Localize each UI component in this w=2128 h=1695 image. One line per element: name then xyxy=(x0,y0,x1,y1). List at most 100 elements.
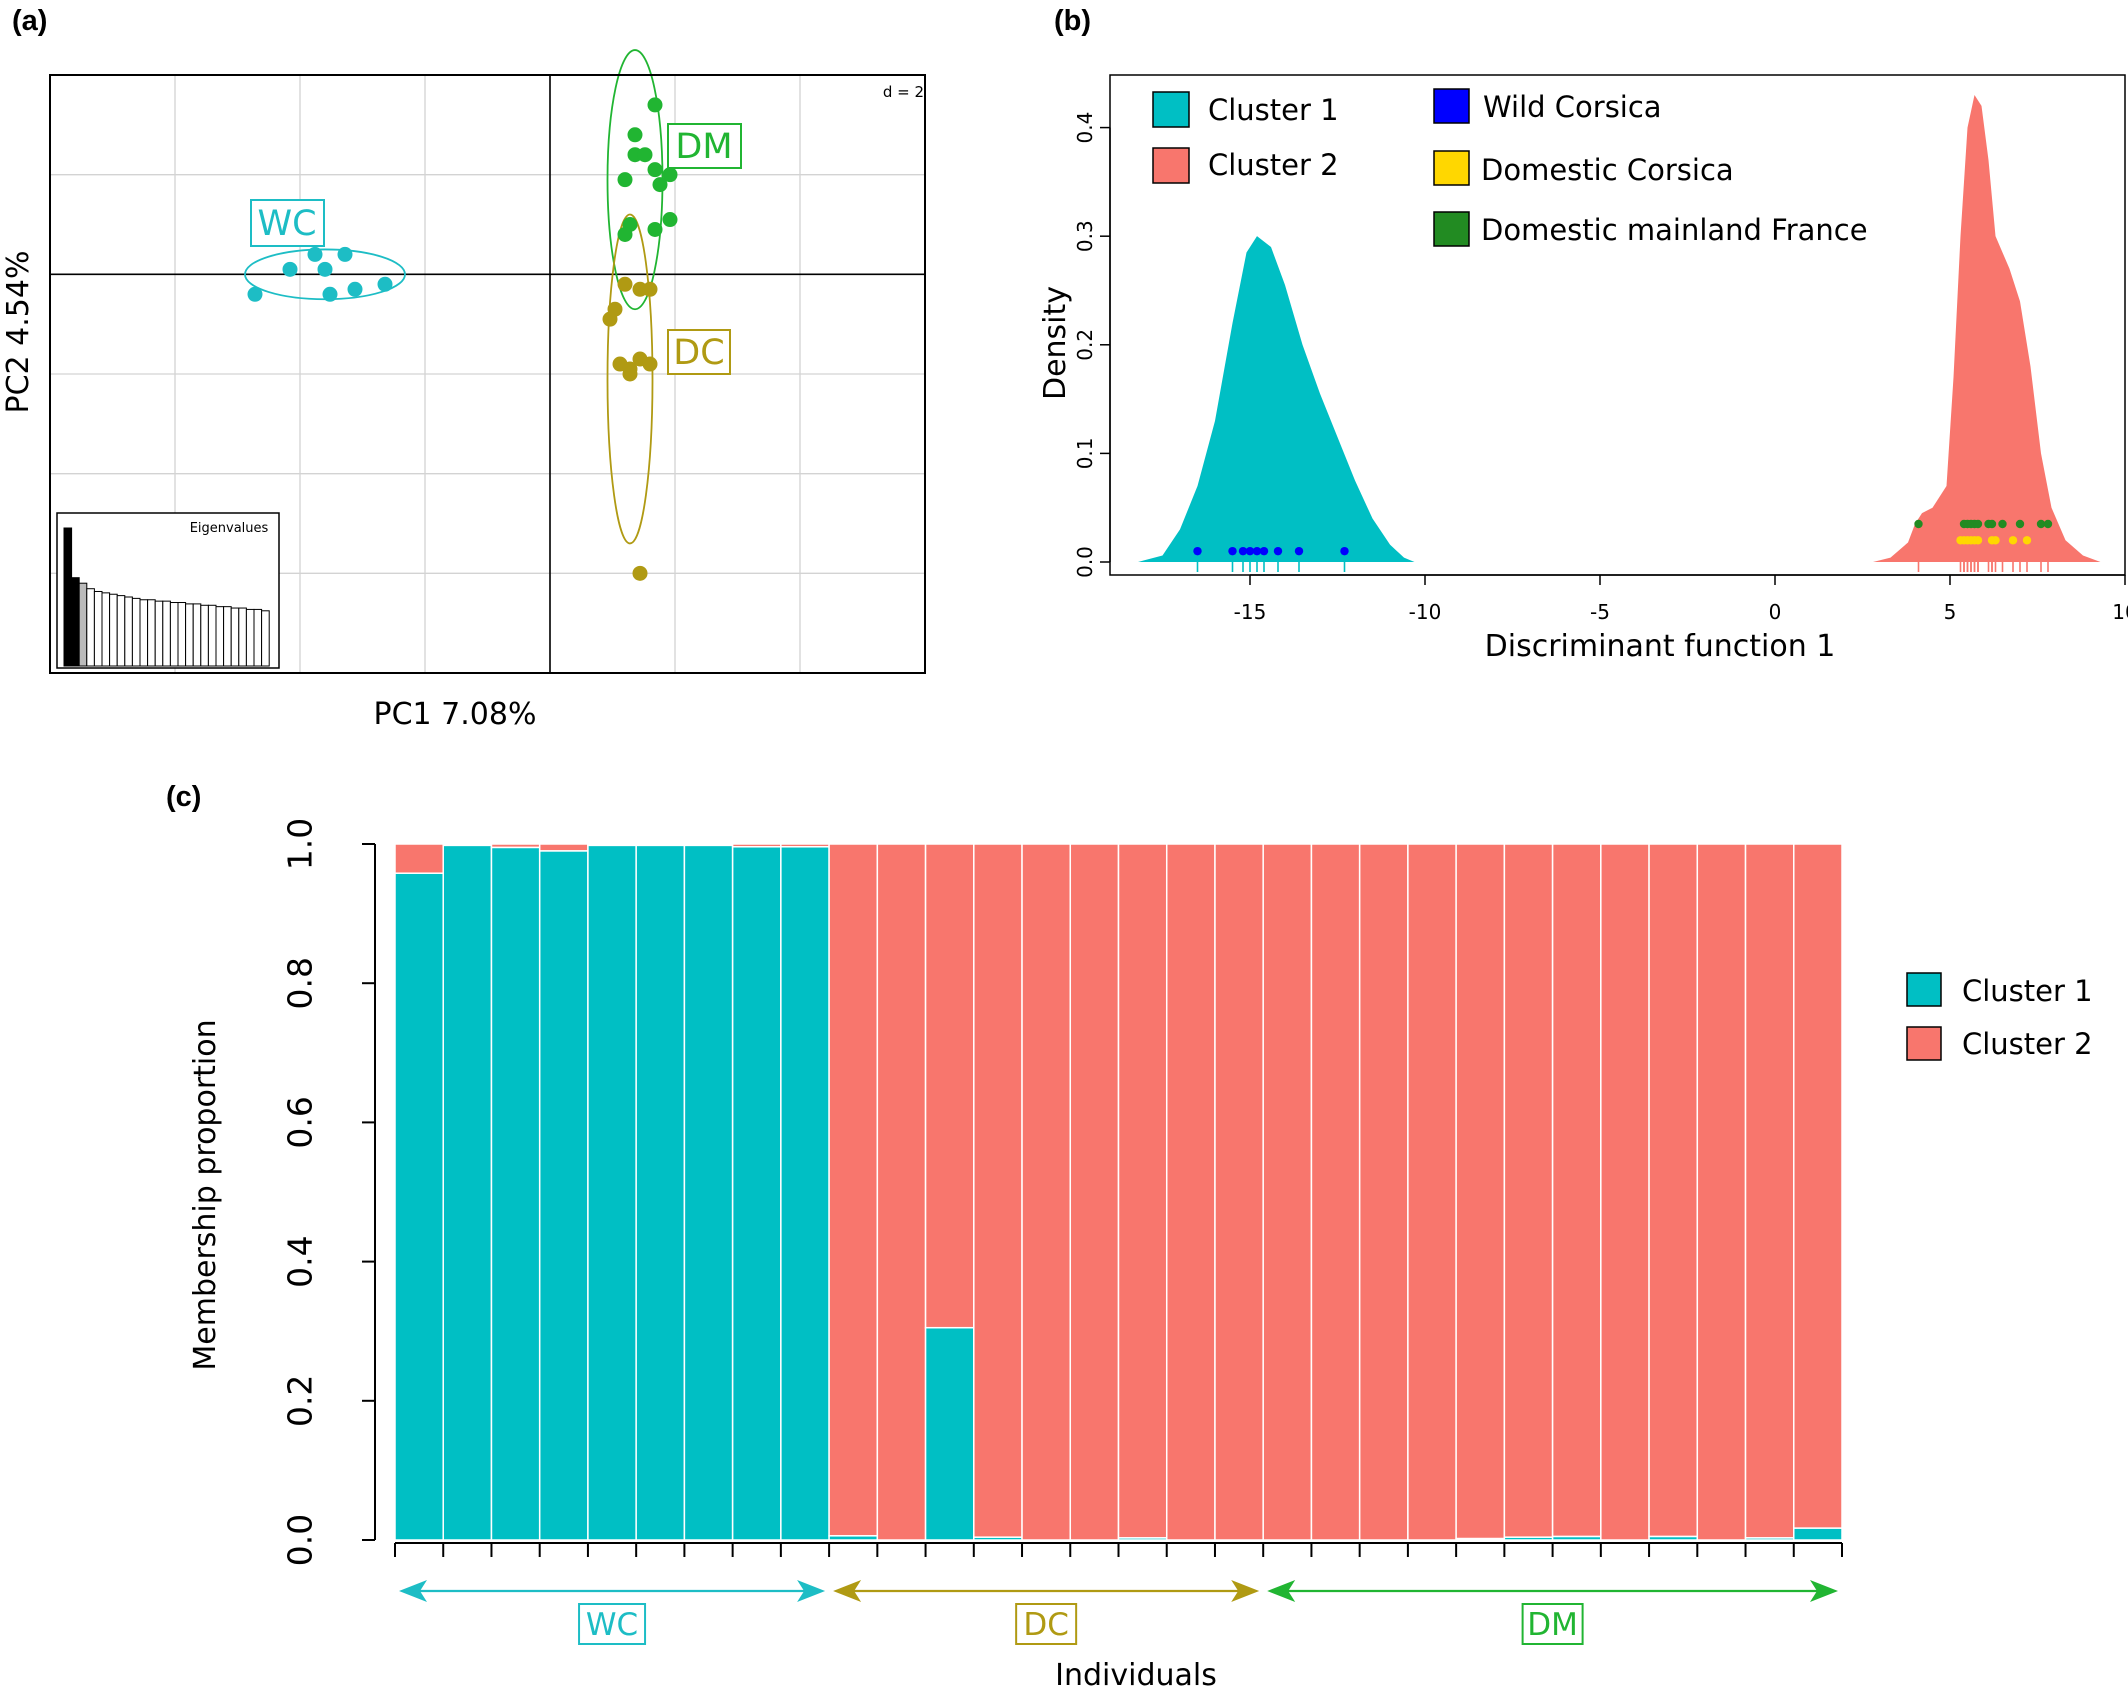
bar-cluster-1 xyxy=(828,1535,879,1541)
membership-group-arrows: WC DC DM xyxy=(399,1580,1838,1645)
eigenvalue-bar xyxy=(192,603,202,667)
legend-label-cluster-1-c: Cluster 1 xyxy=(1962,974,2093,1008)
point-wc xyxy=(347,281,363,297)
eigenvalue-bars xyxy=(63,527,270,667)
eigenvalue-bar xyxy=(147,599,156,667)
bar-cluster-2 xyxy=(1503,843,1554,1538)
point-domestic-mainland-france xyxy=(2043,519,2053,529)
eigenvalue-bar xyxy=(261,610,270,667)
dm-label-box xyxy=(667,123,742,169)
eigenvalue-bar xyxy=(131,597,141,667)
bar-cluster-1 xyxy=(780,846,830,1541)
point-wild-corsica xyxy=(1193,546,1202,556)
bar-cluster-2 xyxy=(828,843,879,1537)
density-y-axis: 0.0 0.1 0.2 0.3 0.4 xyxy=(1073,112,1111,578)
eigenvalue-bar xyxy=(109,593,118,667)
bar-cluster-1 xyxy=(1793,1527,1843,1541)
y-tick-label: 0.4 xyxy=(1073,112,1097,144)
bar-cluster-2 xyxy=(1358,843,1409,1541)
eigenvalue-bar xyxy=(185,603,194,667)
density-cluster-2 xyxy=(1873,95,2101,562)
density-points xyxy=(1193,519,2053,556)
eigenvalue-bar xyxy=(238,607,247,667)
eigenvalue-bar xyxy=(86,588,95,667)
bar-cluster-1 xyxy=(1648,1535,1699,1541)
point-domestic-corsica xyxy=(1991,536,2000,545)
point-domestic-corsica xyxy=(1973,536,1983,545)
group-label-wc: WC xyxy=(586,1607,638,1643)
ellipse-dc xyxy=(606,213,654,545)
density-x-axis-label: Discriminant function 1 xyxy=(1485,629,1836,664)
y-tick-label: 1.0 xyxy=(281,818,320,870)
density-curves xyxy=(1138,95,2101,563)
density-legend: Cluster 1 Cluster 2 Wild Corsica Domesti… xyxy=(1152,88,1868,247)
eigenvalue-bar xyxy=(154,600,164,667)
point-dm xyxy=(662,167,678,183)
bar-cluster-1 xyxy=(973,1536,1023,1541)
pca-scale-note: d = 2 xyxy=(883,83,924,101)
y-tick-label: 0.3 xyxy=(1073,220,1097,252)
y-tick-label: 0.6 xyxy=(281,1096,320,1148)
bar-cluster-2 xyxy=(1165,843,1216,1541)
point-dm xyxy=(637,147,653,163)
bar-cluster-1 xyxy=(538,850,589,1541)
point-domestic-mainland-france xyxy=(2015,519,2025,529)
eigenvalue-bar xyxy=(245,608,255,667)
bar-cluster-1 xyxy=(587,844,637,1541)
bar-cluster-1 xyxy=(394,872,444,1541)
bar-cluster-2 xyxy=(1117,843,1168,1539)
bar-cluster-2 xyxy=(1407,843,1457,1541)
pca-y-axis-label: PC2 4.54% xyxy=(1,251,36,414)
bar-cluster-1 xyxy=(1744,1537,1795,1541)
eigenvalue-bar xyxy=(101,592,111,667)
group-arrowhead-left-dm xyxy=(1267,1580,1296,1602)
x-tick-label: 0 xyxy=(1769,600,1782,624)
legend-label-cluster-1: Cluster 1 xyxy=(1208,93,1339,127)
x-tick-label: 5 xyxy=(1944,600,1957,624)
point-dc xyxy=(642,356,658,372)
density-x-axis: -15 -10 -5 0 5 10 xyxy=(1234,574,2128,624)
point-dm xyxy=(617,172,633,188)
eigenvalues-inset: Eigenvalues xyxy=(56,512,280,669)
membership-y-axis: 0.0 0.2 0.4 0.6 0.8 1.0 xyxy=(281,818,376,1566)
bar-cluster-2 xyxy=(1310,843,1361,1541)
bar-cluster-1 xyxy=(924,1326,975,1541)
legend-swatch-cluster-2 xyxy=(1152,147,1190,184)
density-rug-marks xyxy=(1196,562,2049,572)
bar-cluster-1 xyxy=(683,844,734,1541)
group-label-dm: DM xyxy=(1527,1607,1578,1643)
bar-cluster-1 xyxy=(1117,1537,1168,1541)
bar-cluster-2 xyxy=(973,843,1023,1538)
panel-a-label: (a) xyxy=(12,5,47,37)
dm-label-text: DM xyxy=(675,127,732,167)
ellipse-dm xyxy=(606,49,664,311)
point-dm xyxy=(652,177,668,193)
bar-cluster-1 xyxy=(731,846,782,1541)
point-wild-corsica xyxy=(1340,546,1349,556)
eigenvalue-bar xyxy=(230,607,240,667)
bar-cluster-2 xyxy=(1600,843,1650,1541)
bar-cluster-2 xyxy=(394,843,444,874)
eigenvalue-bar xyxy=(207,604,217,667)
x-tick-label: -5 xyxy=(1590,600,1610,624)
x-tick-label: -10 xyxy=(1409,600,1442,624)
legend-swatch-cluster-1-c xyxy=(1906,972,1942,1007)
point-domestic-mainland-france xyxy=(1998,519,2007,529)
dc-label-text: DC xyxy=(673,333,724,373)
pca-plot-frame xyxy=(49,74,926,674)
point-wild-corsica xyxy=(1238,546,1248,556)
group-label-box-dc xyxy=(1015,1603,1078,1645)
legend-label-wild-corsica: Wild Corsica xyxy=(1483,90,1662,124)
point-dm xyxy=(647,221,663,237)
bar-cluster-1 xyxy=(490,846,541,1541)
group-arrowhead-right-dm xyxy=(1810,1580,1838,1602)
pca-points xyxy=(247,97,678,581)
point-dm xyxy=(662,212,678,228)
x-tick-label: 10 xyxy=(2112,600,2128,624)
point-domestic-mainland-france xyxy=(1987,519,1997,529)
legend-label-domestic-corsica: Domestic Corsica xyxy=(1481,153,1734,187)
bar-cluster-2 xyxy=(924,843,975,1329)
point-dc xyxy=(622,366,638,382)
point-dc xyxy=(617,276,633,292)
group-label-box-wc xyxy=(578,1603,647,1645)
